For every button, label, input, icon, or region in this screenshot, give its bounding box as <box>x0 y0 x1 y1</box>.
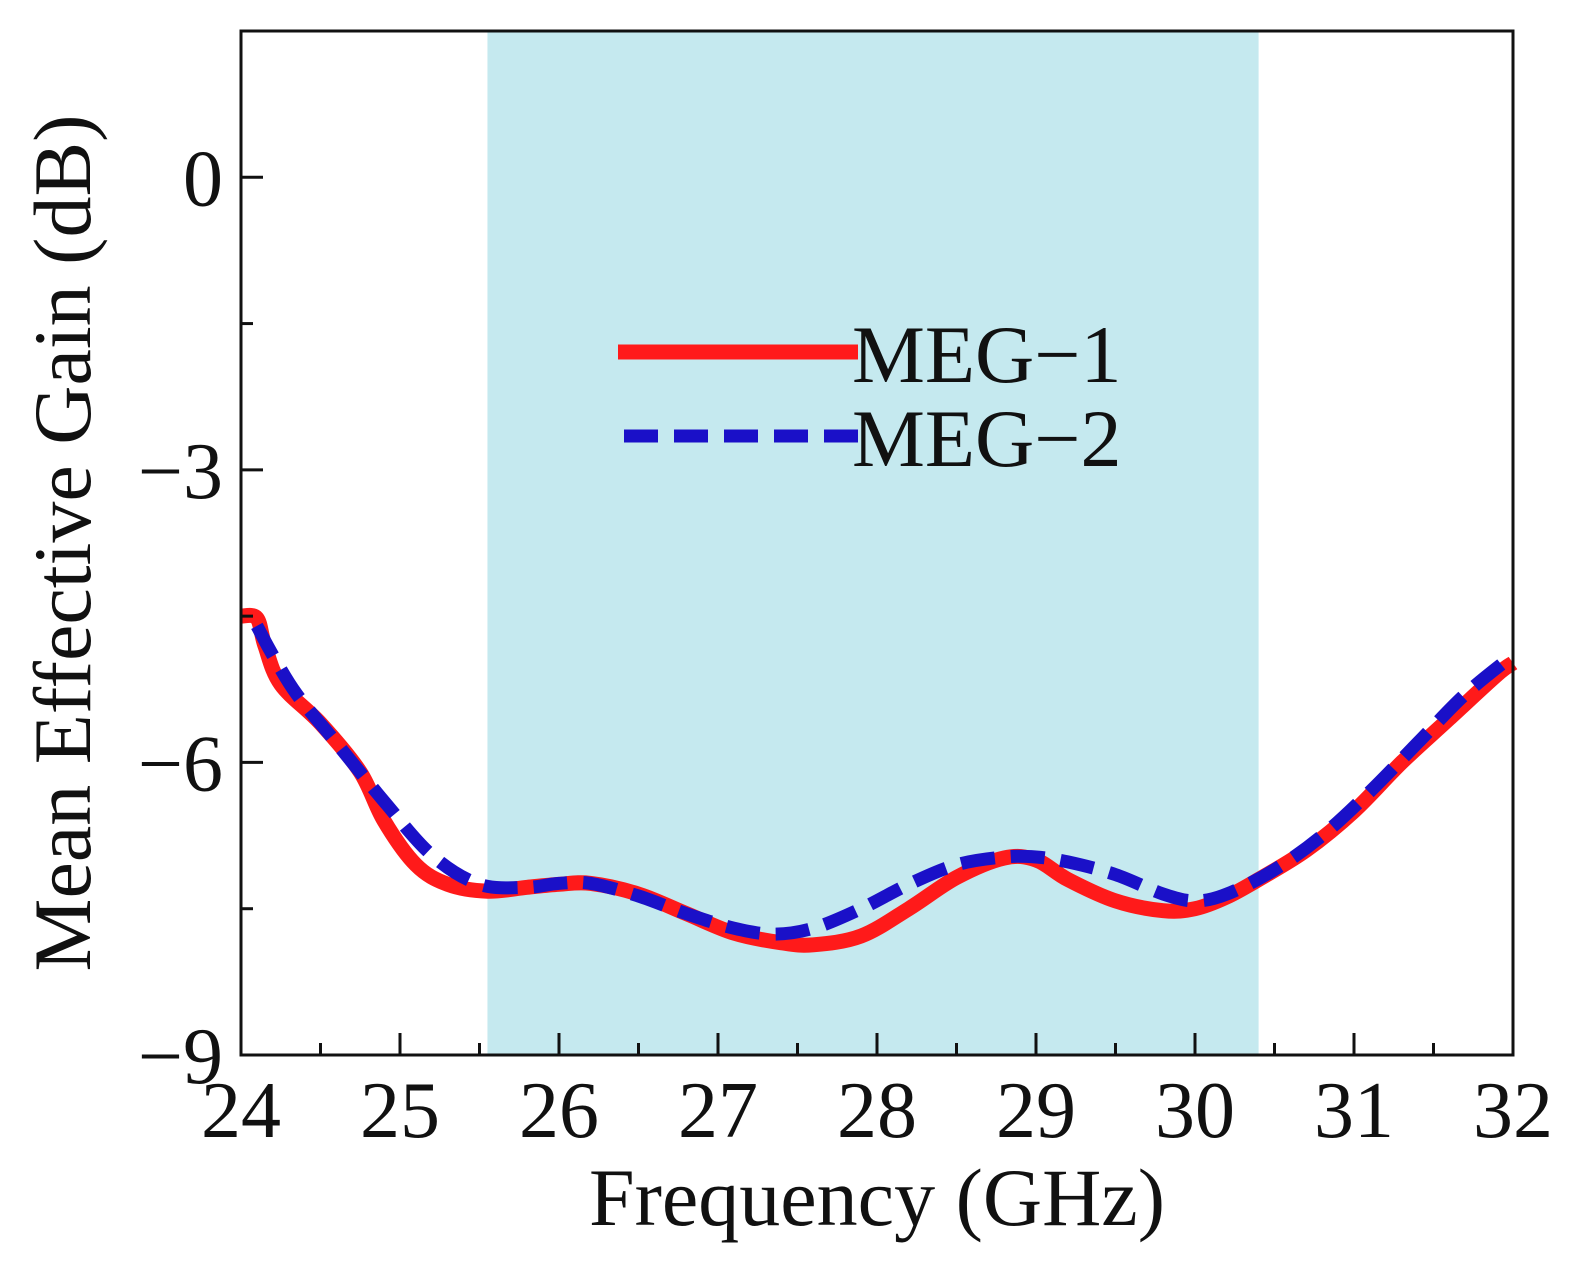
x-tick-label: 28 <box>837 1067 917 1155</box>
x-tick-label: 27 <box>678 1067 758 1155</box>
x-tick-label: 29 <box>996 1067 1076 1155</box>
legend-label-meg-1: MEG−1 <box>852 309 1121 400</box>
y-tick-label: −6 <box>138 720 223 808</box>
series-line-meg-1 <box>239 607 1518 953</box>
legend-label-meg-2: MEG−2 <box>852 393 1121 484</box>
y-tick-label: −9 <box>138 1013 223 1101</box>
x-tick-label: 31 <box>1314 1067 1394 1155</box>
y-axis-title: Mean Effective Gain (dB) <box>17 115 108 972</box>
x-tick-label: 30 <box>1155 1067 1235 1155</box>
y-tick-label: 0 <box>183 135 223 223</box>
ticks-layer <box>239 29 1515 1057</box>
y-tick-label: −3 <box>138 428 223 516</box>
x-tick-label: 25 <box>360 1067 440 1155</box>
x-axis-title: Frequency (GHz) <box>589 1152 1165 1243</box>
x-tick-label: 24 <box>201 1067 281 1155</box>
series-layer <box>239 607 1518 953</box>
x-tick-label: 32 <box>1473 1067 1553 1155</box>
legend: MEG−1 MEG−2 <box>618 309 1121 484</box>
tick-labels-layer: 24 25 26 27 28 29 30 31 32 0 −3 −6 −9 <box>138 135 1553 1155</box>
x-tick-label: 26 <box>519 1067 599 1155</box>
